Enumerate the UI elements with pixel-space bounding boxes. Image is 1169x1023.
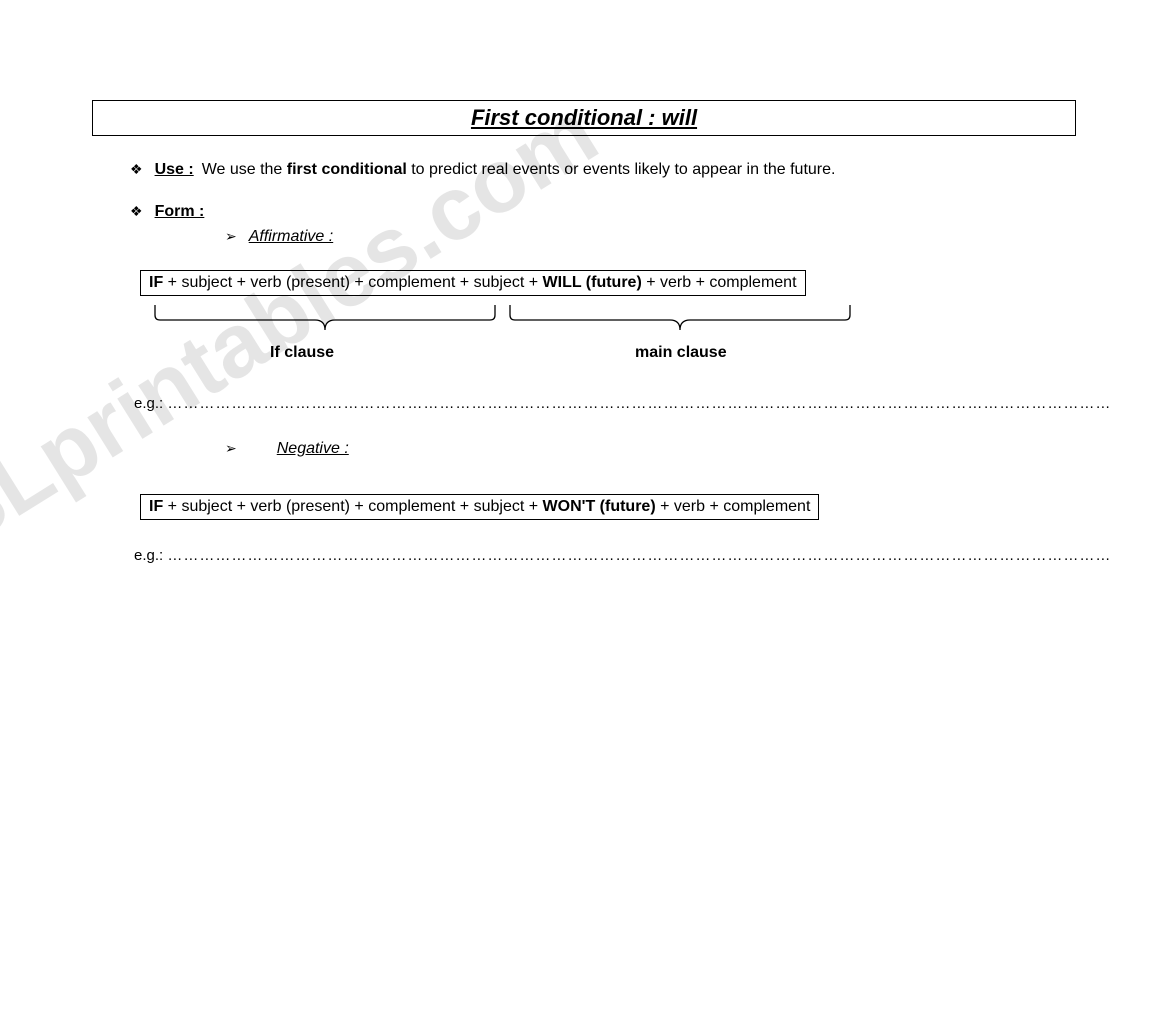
formula-end: + verb + complement: [642, 274, 797, 291]
use-text-after: to predict real events or events likely …: [407, 161, 836, 178]
page-title: First conditional : will: [471, 105, 697, 130]
negative-label: Negative :: [277, 440, 349, 458]
watermark-text: ESLprintables.com: [0, 37, 951, 1023]
if-clause-label: If clause: [270, 344, 334, 362]
formula-mid: + subject + verb (present) + complement …: [163, 274, 542, 291]
affirmative-row: ➢ Affirmative :: [225, 228, 333, 246]
diamond-icon: ❖: [130, 203, 143, 220]
formula-end: + verb + complement: [656, 498, 811, 515]
affirmative-formula-box: IF + subject + verb (present) + compleme…: [140, 270, 806, 296]
title-box: First conditional : will: [92, 100, 1076, 136]
negative-formula-box: IF + subject + verb (present) + compleme…: [140, 494, 819, 520]
brace-right-icon: [505, 300, 855, 335]
use-row: ❖ Use : We use the first conditional to …: [130, 161, 835, 179]
eg-label: e.g.:: [134, 395, 163, 412]
eg-label: e.g.:: [134, 547, 163, 564]
use-text-bold: first conditional: [287, 161, 407, 178]
negative-eg: e.g.: ……………………………………………………………………………………………: [134, 547, 1111, 564]
form-row: ❖ Form :: [130, 203, 204, 221]
arrow-icon: ➢: [225, 228, 237, 245]
brace-left-icon: [150, 300, 500, 335]
form-label: Form :: [155, 203, 205, 221]
formula-wont: WON'T (future): [543, 498, 656, 515]
affirmative-label: Affirmative :: [249, 228, 333, 246]
affirmative-eg: e.g.: ……………………………………………………………………………………………: [134, 395, 1111, 412]
eg-dots: ……………………………………………………………………………………………………………: [167, 395, 1111, 412]
use-text: We use the first conditional to predict …: [202, 161, 836, 179]
page: ESLprintables.com First conditional : wi…: [0, 0, 1169, 821]
use-label: Use :: [155, 161, 194, 179]
formula-will: WILL (future): [543, 274, 642, 291]
arrow-icon: ➢: [225, 440, 237, 457]
formula-mid: + subject + verb (present) + complement …: [163, 498, 542, 515]
formula-if: IF: [149, 274, 163, 291]
use-text-before: We use the: [202, 161, 287, 178]
negative-row: ➢ Negative :: [225, 440, 349, 458]
formula-if: IF: [149, 498, 163, 515]
eg-dots: ……………………………………………………………………………………………………………: [167, 547, 1111, 564]
diamond-icon: ❖: [130, 161, 143, 178]
main-clause-label: main clause: [635, 344, 727, 362]
